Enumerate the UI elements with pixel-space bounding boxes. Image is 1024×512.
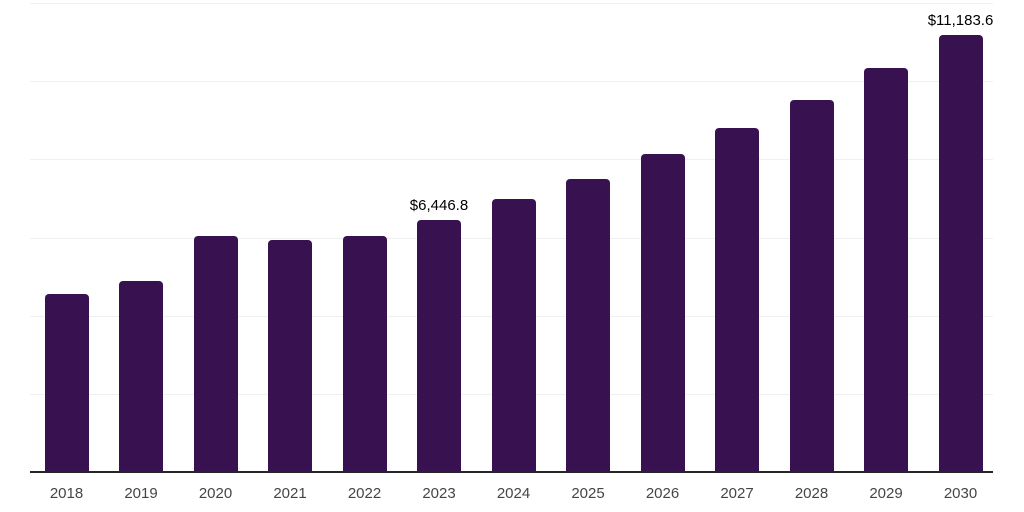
bar-2024[interactable] <box>491 198 536 472</box>
bar-2030[interactable] <box>938 34 983 472</box>
bar-2019[interactable] <box>119 281 163 472</box>
x-tick-label-2027: 2027 <box>720 485 754 502</box>
bar-2022[interactable] <box>342 235 387 472</box>
x-tick-label-2021: 2021 <box>273 485 307 502</box>
bar-2021[interactable] <box>268 239 312 472</box>
x-tick-label-2020: 2020 <box>198 485 233 502</box>
x-tick-label-2023: 2023 <box>422 485 456 502</box>
x-tick-label-2028: 2028 <box>794 485 829 502</box>
x-tick-label-2025: 2025 <box>571 485 605 502</box>
data-label-2023: $6,446.8 <box>409 197 469 215</box>
x-tick-label-2018: 2018 <box>49 485 84 502</box>
gridline-10000 <box>30 81 993 82</box>
data-label-2030: $11,183.6 <box>927 11 994 29</box>
x-tick-label-2022: 2022 <box>347 485 382 502</box>
bar-2026[interactable] <box>640 154 685 472</box>
x-axis-line <box>30 471 993 473</box>
x-tick-label-2019: 2019 <box>124 485 158 502</box>
x-tick-label-2024: 2024 <box>496 485 531 502</box>
bar-2023[interactable] <box>417 220 461 472</box>
bar-2028[interactable] <box>789 100 834 472</box>
bar-2018[interactable] <box>44 293 89 472</box>
bar-2020[interactable] <box>193 235 238 472</box>
x-tick-label-2029: 2029 <box>869 485 903 502</box>
x-tick-label-2026: 2026 <box>645 485 680 502</box>
x-tick-label-2030: 2030 <box>943 485 978 502</box>
gridline-8000 <box>30 159 993 160</box>
bar-2027[interactable] <box>715 128 759 472</box>
gridline-12000 <box>30 3 993 4</box>
bar-2029[interactable] <box>864 68 908 472</box>
bar-2025[interactable] <box>566 178 610 472</box>
